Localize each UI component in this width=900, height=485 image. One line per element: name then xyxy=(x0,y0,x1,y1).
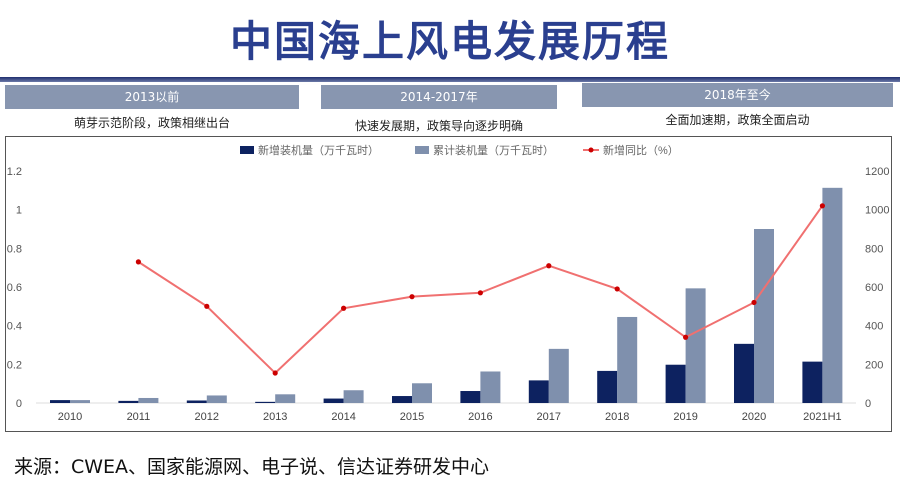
legend-swatch xyxy=(415,146,429,154)
left-tick-label: 0.4 xyxy=(7,321,22,333)
bar-new xyxy=(460,391,481,403)
chart-frame xyxy=(5,136,892,432)
right-tick-label: 0 xyxy=(865,398,871,410)
right-tick-label: 200 xyxy=(865,359,883,371)
bar-cumulative xyxy=(685,288,706,403)
bar-cumulative xyxy=(617,316,638,403)
yoy-point xyxy=(204,303,210,309)
yoy-point xyxy=(135,259,141,265)
right-tick-label: 1200 xyxy=(865,166,889,178)
phase-2-label: 2014-2017年 xyxy=(321,85,557,109)
divider xyxy=(0,77,900,82)
legend-label: 新增装机量（万千瓦时） xyxy=(258,143,379,157)
left-tick-label: 0.8 xyxy=(7,243,22,255)
yoy-point xyxy=(477,290,483,296)
yoy-point xyxy=(546,263,552,269)
x-tick-label: 2017 xyxy=(537,411,561,423)
left-tick-label: 1.2 xyxy=(7,166,22,178)
x-tick-label: 2021H1 xyxy=(803,411,842,423)
yoy-point xyxy=(751,299,757,306)
legend-marker xyxy=(588,147,594,153)
bar-cumulative xyxy=(480,371,501,403)
phase-1-label: 2013以前 xyxy=(5,85,299,109)
x-tick-label: 2015 xyxy=(400,411,424,423)
page-title: 中国海上风电发展历程 xyxy=(229,17,670,66)
phase-3-label: 2018年至今 xyxy=(582,83,893,107)
legend-swatch xyxy=(240,146,254,154)
x-tick-label: 2014 xyxy=(331,411,355,423)
x-tick-label: 2016 xyxy=(468,411,492,423)
x-tick-label: 2010 xyxy=(58,411,82,423)
bar-cumulative xyxy=(412,383,432,403)
bar-new xyxy=(118,400,139,403)
right-tick-label: 1000 xyxy=(865,205,889,217)
phase-1-desc: 萌芽示范阶段，政策相继出台 xyxy=(73,116,230,130)
left-tick-label: 1 xyxy=(16,205,22,217)
bar-cumulative xyxy=(548,348,569,403)
right-tick-label: 800 xyxy=(865,243,883,255)
x-tick-label: 2013 xyxy=(263,411,287,423)
yoy-point xyxy=(614,286,620,292)
right-tick-label: 400 xyxy=(865,321,883,333)
x-tick-label: 2011 xyxy=(127,411,151,423)
x-tick-label: 2019 xyxy=(673,411,697,423)
bar-cumulative xyxy=(822,187,843,403)
legend-label: 累计装机量（万千瓦时） xyxy=(433,143,554,157)
left-tick-label: 0.6 xyxy=(7,282,22,294)
bar-new xyxy=(323,398,344,403)
bar-cumulative xyxy=(138,397,159,403)
bar-new xyxy=(50,400,70,403)
bar-new xyxy=(255,401,276,403)
bar-cumulative xyxy=(343,390,364,403)
x-tick-label: 2020 xyxy=(742,411,766,423)
bar-new xyxy=(392,396,412,403)
yoy-point xyxy=(409,294,415,300)
yoy-point xyxy=(341,305,347,311)
bar-cumulative xyxy=(754,229,774,403)
yoy-point xyxy=(819,203,826,209)
bar-cumulative xyxy=(70,400,90,403)
bar-cumulative xyxy=(275,394,296,403)
right-tick-label: 600 xyxy=(865,282,883,294)
yoy-line xyxy=(137,205,824,375)
left-tick-label: 0.2 xyxy=(7,359,22,371)
phase-2-desc: 快速发展期，政策导向逐步明确 xyxy=(354,119,523,133)
yoy-point xyxy=(272,370,278,376)
legend-label: 新增同比（%） xyxy=(603,143,679,157)
x-tick-label: 2018 xyxy=(605,411,629,423)
left-tick-label: 0 xyxy=(16,398,22,410)
bar-new xyxy=(665,364,686,403)
phase-3-desc: 全面加速期，政策全面启动 xyxy=(665,113,810,127)
bar-new xyxy=(597,370,618,403)
bar-new xyxy=(528,380,549,403)
bar-new xyxy=(734,343,754,403)
bar-new xyxy=(802,361,823,403)
source-note: 来源：CWEA、国家能源网、电子说、信达证券研发中心 xyxy=(14,456,490,478)
yoy-point xyxy=(683,334,689,340)
bar-cumulative xyxy=(206,395,227,403)
bar-new xyxy=(186,400,207,403)
x-tick-label: 2012 xyxy=(195,411,219,423)
